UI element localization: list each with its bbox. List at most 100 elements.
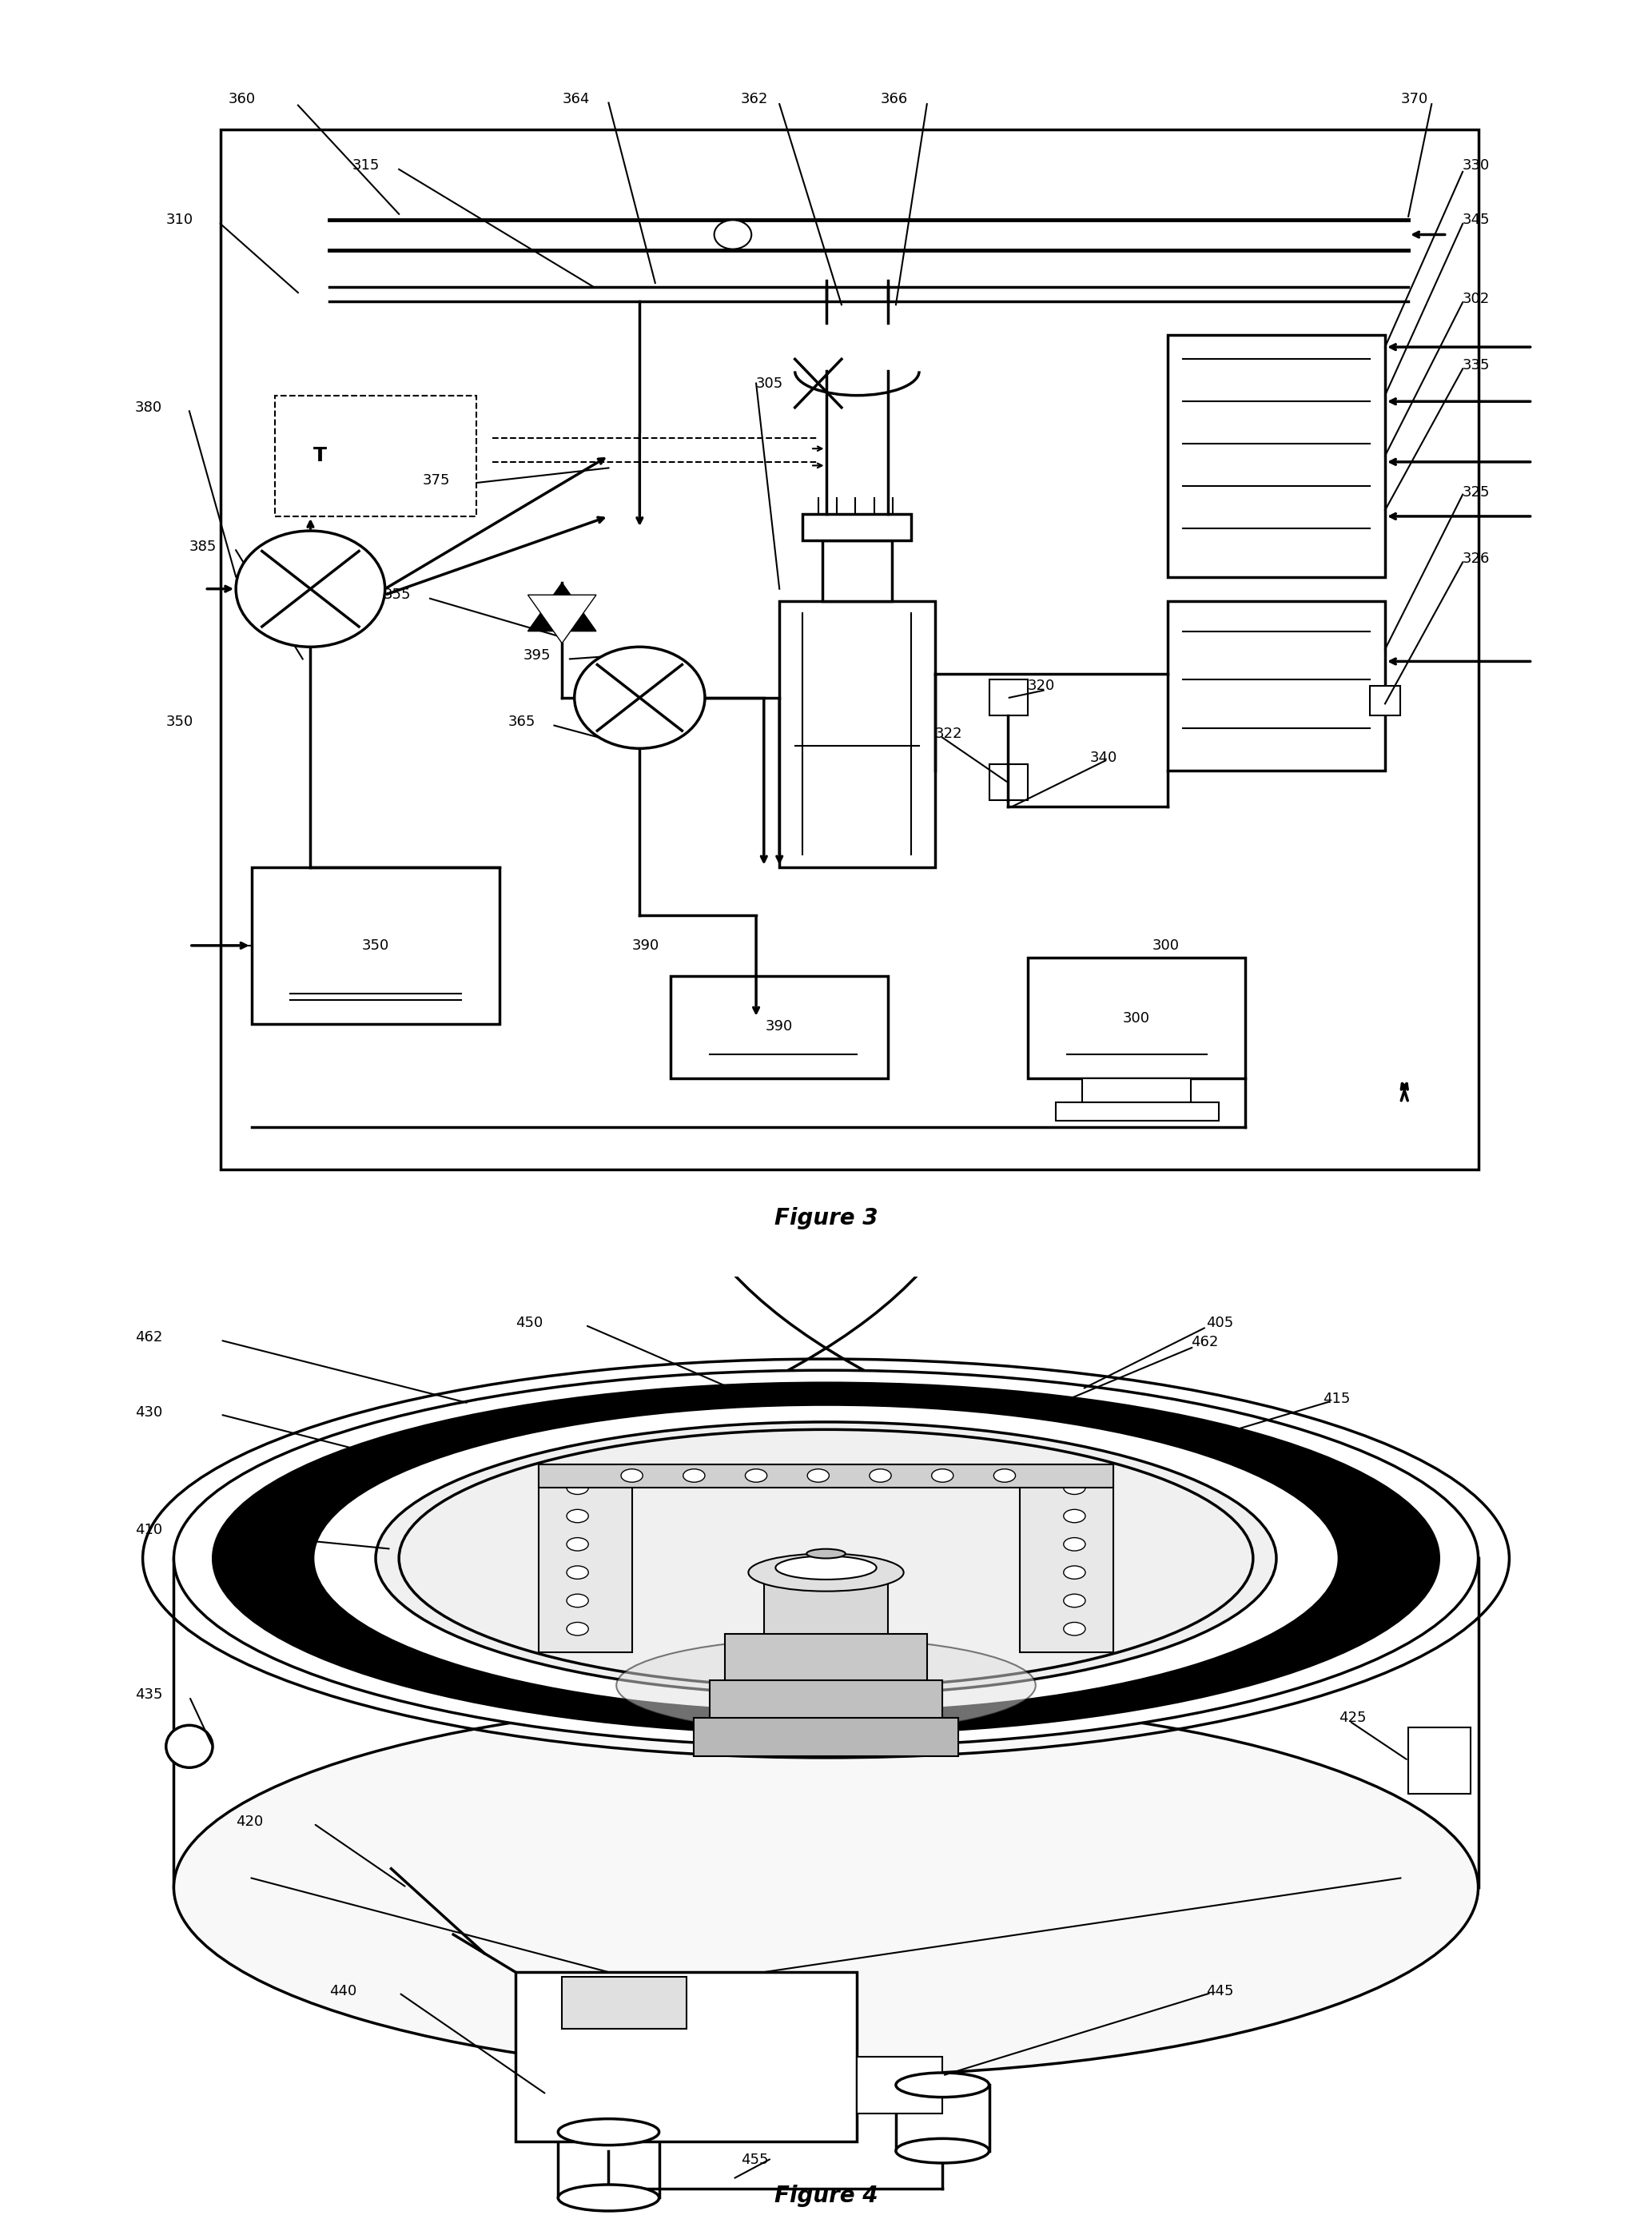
Text: 300: 300 [1151,938,1180,954]
Circle shape [567,1482,588,1493]
Bar [990,763,1028,802]
Circle shape [575,647,705,748]
Ellipse shape [748,1554,904,1592]
Circle shape [932,1469,953,1482]
Circle shape [684,1469,705,1482]
Bar [823,540,892,600]
Text: 350: 350 [362,938,390,954]
Ellipse shape [375,1422,1277,1695]
Text: 365: 365 [507,714,535,730]
Bar [1056,1102,1219,1122]
Text: 410: 410 [135,1523,162,1538]
Text: 362: 362 [740,92,768,107]
Text: 425: 425 [1338,1711,1366,1726]
Bar [1028,958,1246,1079]
Circle shape [808,1469,829,1482]
Text: 462: 462 [1191,1334,1219,1350]
Text: 420: 420 [236,1814,263,1829]
Text: 375: 375 [423,472,449,488]
Text: 315: 315 [352,159,380,172]
Text: 360: 360 [228,92,256,107]
Text: 370: 370 [1401,92,1427,107]
Bar [539,1464,631,1652]
Bar [725,1634,927,1686]
Ellipse shape [895,2073,990,2098]
Circle shape [567,1594,588,1608]
Text: 366: 366 [881,92,907,107]
Ellipse shape [775,1556,877,1578]
Bar [990,681,1028,716]
Text: 364: 364 [562,92,590,107]
Circle shape [567,1538,588,1552]
Bar [1168,600,1384,770]
Text: 305: 305 [757,376,783,390]
Text: 340: 340 [1090,750,1117,766]
Bar [515,1973,857,2140]
Ellipse shape [173,1370,1479,1746]
Bar [274,396,477,517]
Text: 462: 462 [135,1330,162,1346]
Text: 326: 326 [1462,551,1490,566]
Text: 345: 345 [1462,213,1490,228]
Bar [1168,336,1384,578]
Bar [763,1567,889,1639]
Text: 430: 430 [135,1406,162,1420]
Text: 325: 325 [1462,486,1490,499]
Text: 300: 300 [1123,1010,1150,1025]
Text: 445: 445 [1206,1984,1234,1997]
Bar [251,866,501,1023]
Bar [562,1977,686,2029]
Circle shape [567,1623,588,1634]
Text: 405: 405 [1206,1317,1234,1330]
Bar [709,1681,942,1724]
Text: 355: 355 [383,587,411,602]
Text: 380: 380 [135,401,162,414]
Ellipse shape [165,1726,213,1767]
Text: 350: 350 [165,714,193,730]
Bar [857,2058,942,2114]
Text: 310: 310 [165,213,193,228]
Circle shape [1064,1565,1085,1578]
Bar [539,1464,1113,1487]
Circle shape [1064,1623,1085,1634]
Text: 450: 450 [515,1317,544,1330]
Text: Figure 3: Figure 3 [775,1207,877,1229]
Text: 302: 302 [1462,291,1490,307]
Circle shape [1064,1594,1085,1608]
Circle shape [1064,1509,1085,1523]
Circle shape [621,1469,643,1482]
Text: 435: 435 [135,1688,162,1702]
Text: 395: 395 [524,647,550,663]
Text: 415: 415 [1323,1390,1350,1406]
Ellipse shape [616,1639,1036,1733]
Circle shape [236,531,385,647]
Bar [220,130,1479,1169]
Bar [694,1717,958,1755]
Text: 335: 335 [1462,358,1490,372]
Text: 385: 385 [190,540,216,553]
Bar [1370,685,1401,716]
Circle shape [567,1509,588,1523]
Circle shape [1064,1538,1085,1552]
Ellipse shape [806,1549,846,1558]
Bar [1082,1079,1191,1102]
Text: 455: 455 [740,2154,768,2167]
Bar [1019,1464,1113,1652]
Ellipse shape [558,2118,659,2145]
Text: 322: 322 [935,728,961,741]
Text: 390: 390 [767,1019,793,1034]
Text: Figure 4: Figure 4 [775,2185,877,2208]
Circle shape [745,1469,767,1482]
Circle shape [869,1469,890,1482]
Ellipse shape [173,1699,1479,2076]
Text: 320: 320 [1028,678,1056,692]
Bar [780,600,935,866]
Text: 330: 330 [1462,159,1490,172]
Text: T: T [314,446,327,466]
Bar [671,976,889,1079]
Text: 440: 440 [329,1984,357,1997]
Bar [1408,1729,1470,1793]
Polygon shape [529,596,596,643]
Ellipse shape [895,2138,990,2163]
Circle shape [1064,1482,1085,1493]
